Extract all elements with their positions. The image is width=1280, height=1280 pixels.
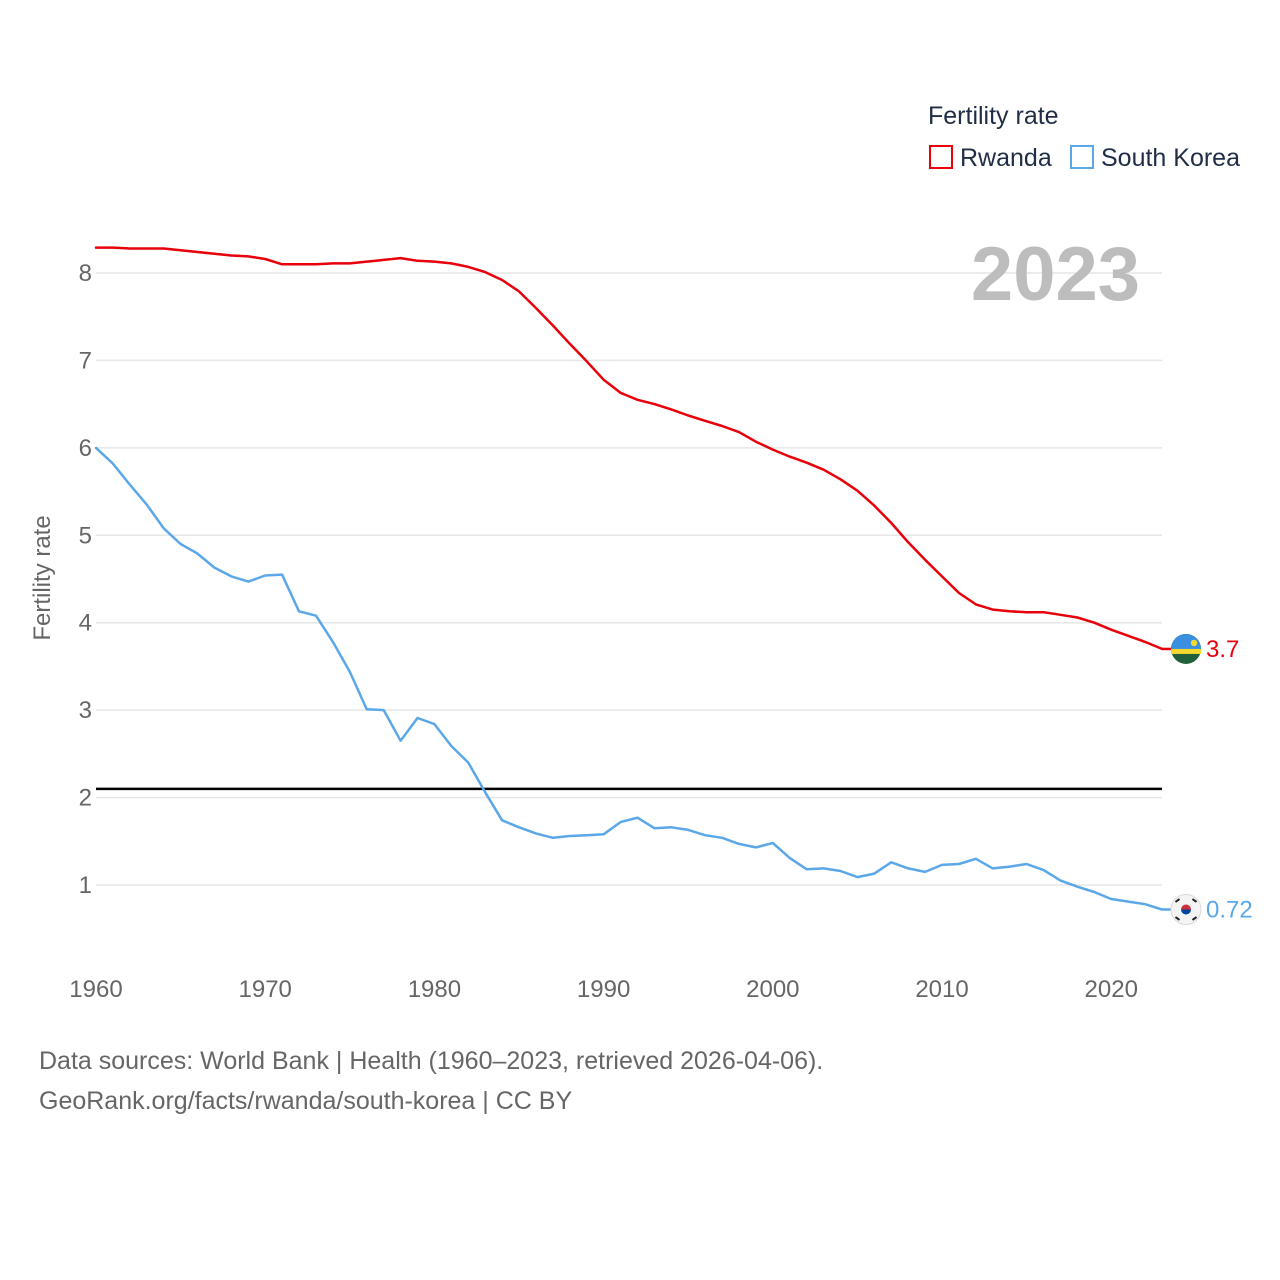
y-tick-label: 2 [79, 785, 92, 812]
series-line-south-korea[interactable] [94, 446, 1164, 911]
x-tick-label: 1990 [577, 976, 630, 1003]
y-tick-label: 3 [79, 697, 92, 724]
x-tick-label: 1970 [239, 976, 292, 1003]
legend-label-south-korea[interactable]: South Korea [1101, 144, 1240, 172]
legend[interactable]: Fertility rate Rwanda South Korea [928, 102, 1240, 172]
y-axis-title: Fertility rate [29, 515, 56, 640]
y-tick-label: 1 [79, 872, 92, 899]
source-line-1: Data sources: World Bank | Health (1960–… [39, 1047, 823, 1075]
legend-swatch-rwanda[interactable] [929, 145, 953, 169]
legend-title: Fertility rate [928, 102, 1059, 130]
rwanda-flag-icon [1171, 633, 1201, 664]
x-tick-label: 2000 [746, 976, 799, 1003]
x-axis-ticks: 1960 1970 1980 1990 2000 2010 2020 [69, 976, 1138, 1003]
x-tick-label: 2010 [915, 976, 968, 1003]
series-group [94, 246, 1171, 911]
south-korea-end-value: 0.72 [1206, 896, 1253, 923]
series-line-rwanda[interactable] [94, 246, 1164, 651]
x-tick-label: 2020 [1085, 976, 1138, 1003]
south-korea-flag-icon [1170, 893, 1202, 925]
source-line-2[interactable]: GeoRank.org/facts/rwanda/south-korea | C… [39, 1087, 572, 1115]
legend-label-rwanda[interactable]: Rwanda [960, 144, 1052, 172]
rwanda-end-value: 3.7 [1206, 636, 1239, 663]
gridlines [96, 272, 1162, 886]
y-tick-label: 8 [79, 260, 92, 287]
y-axis-ticks: 1 2 3 4 5 6 7 8 [79, 260, 92, 899]
year-label: 2023 [971, 232, 1140, 317]
y-tick-label: 7 [79, 347, 92, 374]
y-tick-label: 6 [79, 435, 92, 462]
legend-swatch-south-korea[interactable] [1070, 145, 1094, 169]
x-tick-label: 1980 [408, 976, 461, 1003]
y-tick-label: 5 [79, 522, 92, 549]
x-tick-label: 1960 [69, 976, 122, 1003]
y-tick-label: 4 [79, 610, 92, 637]
